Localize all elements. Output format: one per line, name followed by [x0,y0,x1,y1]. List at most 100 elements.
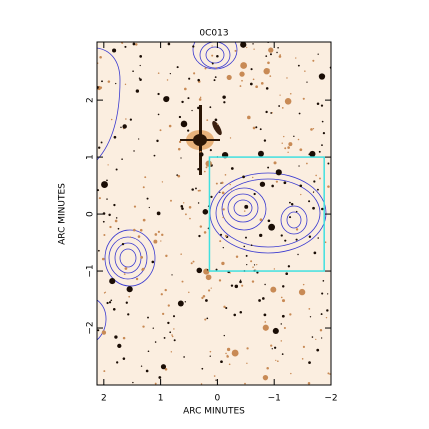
speckle [241,284,244,287]
speckle [195,187,197,190]
speckle [249,82,253,86]
speckle [243,210,246,212]
y-tick-label: 0 [86,211,96,217]
speckle [133,150,135,152]
speckle [210,287,212,289]
speckle [240,42,247,48]
speckle [313,180,316,183]
speckle [295,238,298,241]
speckle [263,139,267,142]
image-background [97,42,331,385]
speckle [302,345,305,348]
speckle [255,126,258,129]
speckle [297,64,300,67]
speckle [327,185,330,188]
speckle [144,176,147,179]
speckle [246,347,249,350]
speckle [215,182,218,185]
speckle [276,51,278,54]
speckle [146,197,149,200]
speckle [183,356,185,358]
speckle [125,118,127,120]
speckle [122,357,126,360]
speckle [234,49,237,52]
speckle [253,48,255,50]
speckle [257,150,264,157]
speckle [286,77,288,79]
speckle [280,296,283,299]
x-tick-label: 1 [158,394,164,404]
speckle [267,61,270,65]
speckle [180,157,182,159]
speckle [219,191,221,194]
speckle [197,168,200,171]
speckle [250,244,253,247]
speckle [324,241,327,244]
speckle [187,97,190,100]
speckle [258,299,261,302]
speckle [231,349,239,357]
speckle [121,242,125,246]
speckle [297,138,300,141]
y-tick-label: −2 [86,321,96,334]
speckle [272,327,279,335]
speckle [122,124,127,129]
speckle [222,247,224,249]
speckle [262,374,269,381]
speckle [188,291,190,294]
speckle [112,308,116,311]
speckle [100,141,103,144]
speckle [246,46,248,49]
speckle [125,301,128,304]
speckle [202,295,206,298]
speckle [239,310,243,314]
speckle [290,372,292,375]
speckle [204,318,207,321]
speckle [223,101,226,104]
speckle [255,85,258,89]
speckle [288,142,293,147]
speckle [201,296,204,300]
speckle [198,234,201,238]
speckle [230,189,232,191]
speckle [177,300,184,307]
speckle [325,316,328,319]
speckle [218,279,222,282]
speckle [247,115,251,120]
speckle [216,54,219,58]
speckle [116,361,119,364]
speckle [316,348,320,352]
speckle [229,183,231,186]
speckle [264,321,267,323]
speckle [184,87,187,91]
speckle [252,43,254,45]
speckle [113,203,116,207]
speckle [222,216,224,219]
speckle [252,78,255,81]
speckle [318,150,321,153]
speckle [259,233,263,238]
speckle [271,184,274,188]
speckle [283,181,287,185]
speckle [202,209,209,215]
speckle [239,280,242,284]
contours [97,42,327,341]
speckle [215,379,217,381]
speckle [169,73,171,75]
speckle [171,335,174,338]
speckle [224,174,227,176]
speckle [199,152,204,157]
speckle [246,362,248,365]
speckle [198,189,201,192]
speckle [299,184,303,188]
speckle [171,334,173,336]
speckle [289,92,292,95]
image [97,42,331,385]
speckle [269,53,272,56]
speckle [214,76,217,79]
speckle [300,193,302,196]
x-tick-label: −1 [268,394,281,404]
speckle [297,253,299,256]
speckle [164,367,168,371]
speckle [107,80,111,83]
